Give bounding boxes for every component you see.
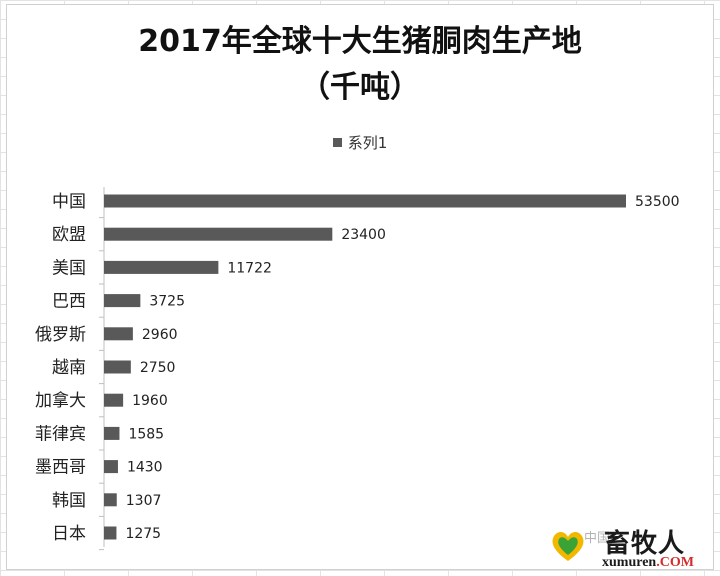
category-label: 墨西哥 <box>35 458 86 478</box>
legend: 系列1 <box>0 133 720 153</box>
bar[interactable] <box>104 227 333 241</box>
chart-area[interactable] <box>6 4 714 570</box>
watermark-url: xumuren.COM <box>602 555 694 571</box>
category-label: 中国 <box>52 192 86 212</box>
bar[interactable] <box>104 194 626 208</box>
data-label: 1307 <box>126 493 162 509</box>
bar[interactable] <box>104 294 141 308</box>
category-label: 巴西 <box>52 292 86 312</box>
category-label: 欧盟 <box>52 225 86 245</box>
data-label: 1585 <box>128 426 164 442</box>
category-label: 菲律宾 <box>35 424 86 444</box>
watermark: 中国 畜牧人 xumuren.COM <box>548 521 718 573</box>
data-label: 1430 <box>127 460 163 476</box>
bar[interactable] <box>104 260 219 274</box>
data-label: 11722 <box>227 260 272 276</box>
category-label: 日本 <box>52 524 86 544</box>
watermark-name: 畜牧人 <box>604 529 686 559</box>
watermark-url-suffix: .COM <box>656 555 694 570</box>
watermark-url-main: xumuren <box>602 555 657 570</box>
data-label: 1960 <box>132 393 168 409</box>
data-label: 2750 <box>140 360 176 376</box>
bar[interactable] <box>104 526 117 540</box>
data-label: 2960 <box>142 327 178 343</box>
chart-title: 2017年全球十大生猪胴肉生产地 <box>138 24 582 59</box>
watermark-overlay-text: 中国 <box>584 531 611 546</box>
bar[interactable] <box>104 393 124 407</box>
bar[interactable] <box>104 327 133 341</box>
bar[interactable] <box>104 460 118 474</box>
category-label: 韩国 <box>52 491 86 511</box>
bar[interactable] <box>104 493 117 507</box>
category-label: 俄罗斯 <box>35 325 86 345</box>
category-label: 越南 <box>52 358 86 378</box>
data-label: 3725 <box>149 294 185 310</box>
legend-label: 系列1 <box>347 134 388 152</box>
bar[interactable] <box>104 426 120 440</box>
heart-logo-icon <box>552 531 584 561</box>
bar[interactable] <box>104 360 131 374</box>
legend-swatch <box>332 138 342 147</box>
category-label: 加拿大 <box>35 390 86 411</box>
data-label: 53500 <box>635 194 680 210</box>
category-label: 美国 <box>52 258 86 278</box>
chart-subtitle: （千吨） <box>300 70 420 105</box>
data-label: 23400 <box>341 227 386 243</box>
data-label: 1275 <box>125 526 161 542</box>
